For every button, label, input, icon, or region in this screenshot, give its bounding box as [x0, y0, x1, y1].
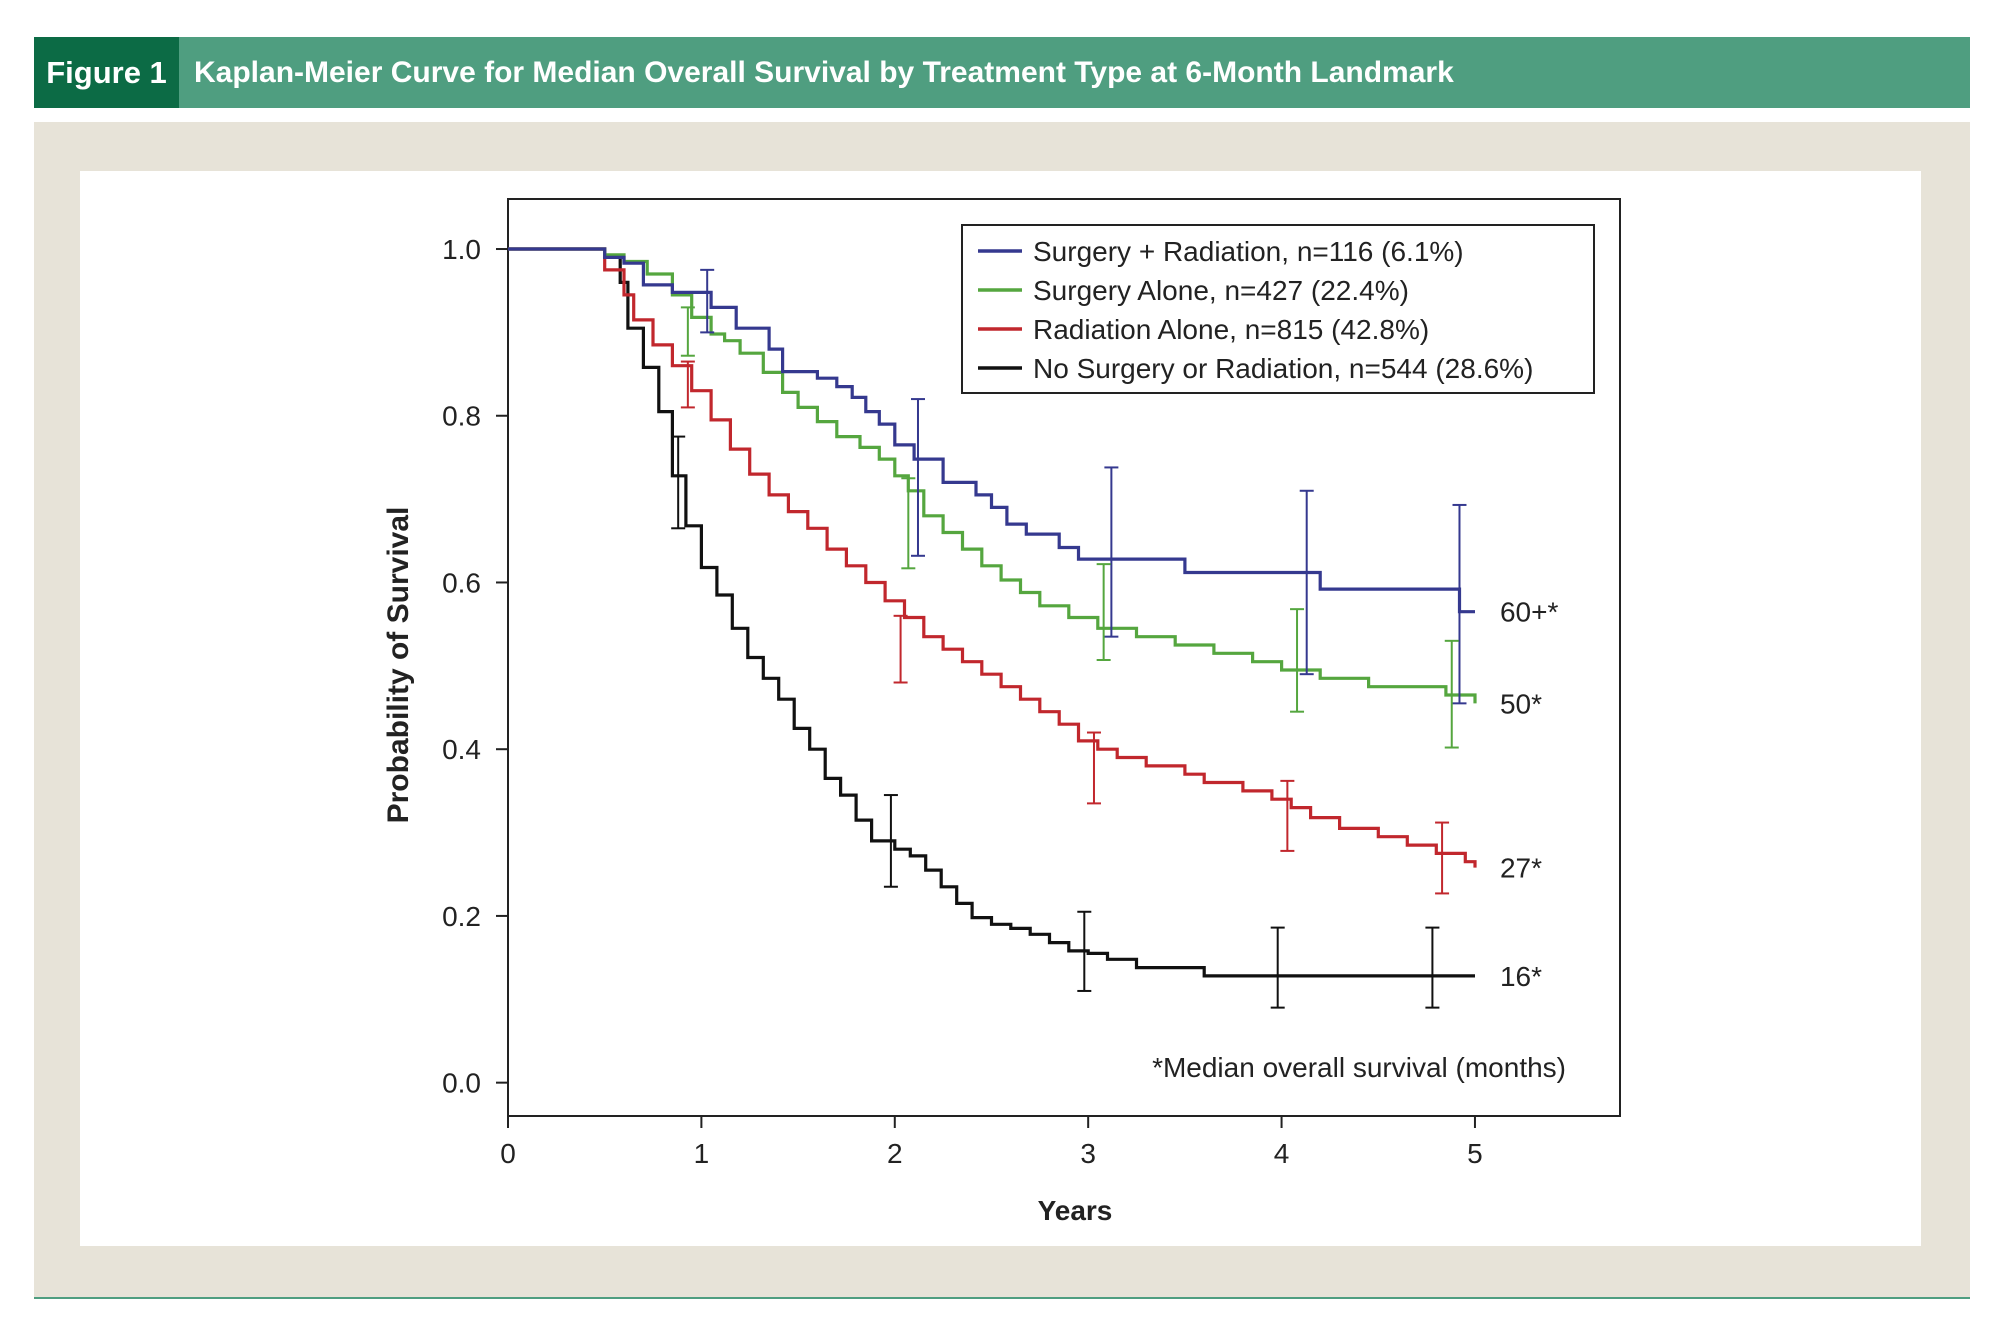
survival-curve-2	[508, 247, 1477, 868]
ci-bar-2	[1435, 821, 1450, 895]
ci-bar-3	[1270, 926, 1285, 1009]
legend-label-3: No Surgery or Radiation, n=544 (28.6%)	[1033, 353, 1533, 384]
survival-curve-1	[508, 247, 1477, 704]
ci-bar-1	[1290, 608, 1305, 713]
ci-bar-1	[1444, 639, 1459, 749]
x-tick-label: 3	[1080, 1138, 1096, 1169]
end-label-0: 60+*	[1500, 597, 1558, 628]
y-tick-label: 0.4	[442, 734, 481, 765]
plot-frame	[507, 198, 1621, 1117]
x-tick-label: 0	[500, 1138, 516, 1169]
bottom-rule	[34, 1297, 1970, 1299]
ci-bar-0	[910, 398, 925, 557]
legend-label-0: Surgery + Radiation, n=116 (6.1%)	[1033, 236, 1464, 267]
ci-bar-2	[680, 360, 695, 409]
legend-label-2: Radiation Alone, n=815 (42.8%)	[1033, 314, 1429, 345]
ci-bar-1	[680, 306, 695, 357]
y-tick-label: 0.6	[442, 567, 481, 598]
legend-box	[961, 224, 1595, 394]
ci-bar-2	[1280, 779, 1295, 852]
survival-curves	[508, 247, 1477, 978]
end-label-2: 27*	[1500, 853, 1542, 884]
ci-bar-2	[1086, 731, 1101, 805]
x-tick-label: 4	[1274, 1138, 1290, 1169]
x-axis-ticks: 0 1 2 3 4 5	[500, 1116, 1483, 1169]
ci-bar-1	[1096, 563, 1111, 662]
confidence-intervals	[671, 268, 1467, 1009]
ci-bar-3	[1425, 926, 1440, 1009]
x-tick-label: 1	[694, 1138, 710, 1169]
end-label-1: 50*	[1500, 688, 1542, 719]
survival-curve-0	[508, 247, 1475, 614]
end-labels: 60+* 50* 27* 16*	[1500, 597, 1558, 992]
ci-bar-3	[883, 794, 898, 888]
x-axis-label: Years	[1038, 1195, 1113, 1226]
y-tick-label: 0.2	[442, 901, 481, 932]
ci-bar-2	[893, 614, 908, 684]
figure-label: Figure 1	[34, 37, 179, 108]
ci-bar-1	[901, 477, 916, 570]
survival-curve-3	[508, 247, 1475, 978]
figure-banner: Figure 1 Kaplan-Meier Curve for Median O…	[34, 37, 1970, 108]
ci-bar-3	[671, 435, 686, 530]
legend-label-1: Surgery Alone, n=427 (22.4%)	[1033, 275, 1409, 306]
y-axis-label: Probability of Survival	[382, 507, 415, 824]
ci-bar-0	[1104, 466, 1119, 638]
y-tick-label: 0.0	[442, 1068, 481, 1099]
y-axis-ticks: 0.0 0.2 0.4 0.6 0.8 1.0	[442, 234, 508, 1099]
x-tick-label: 5	[1467, 1138, 1483, 1169]
figure-title: Kaplan-Meier Curve for Median Overall Su…	[194, 55, 1454, 89]
ci-bar-0	[1452, 503, 1467, 705]
y-tick-label: 0.8	[442, 401, 481, 432]
end-label-3: 16*	[1500, 961, 1542, 992]
median-annotation: *Median overall survival (months)	[1152, 1052, 1566, 1083]
ci-bar-0	[700, 268, 715, 334]
ci-bar-3	[1077, 910, 1092, 992]
legend: Surgery + Radiation, n=116 (6.1%) Surgery…	[961, 224, 1595, 394]
x-tick-label: 2	[887, 1138, 903, 1169]
ci-bar-0	[1299, 489, 1314, 676]
y-tick-label: 1.0	[442, 234, 481, 265]
